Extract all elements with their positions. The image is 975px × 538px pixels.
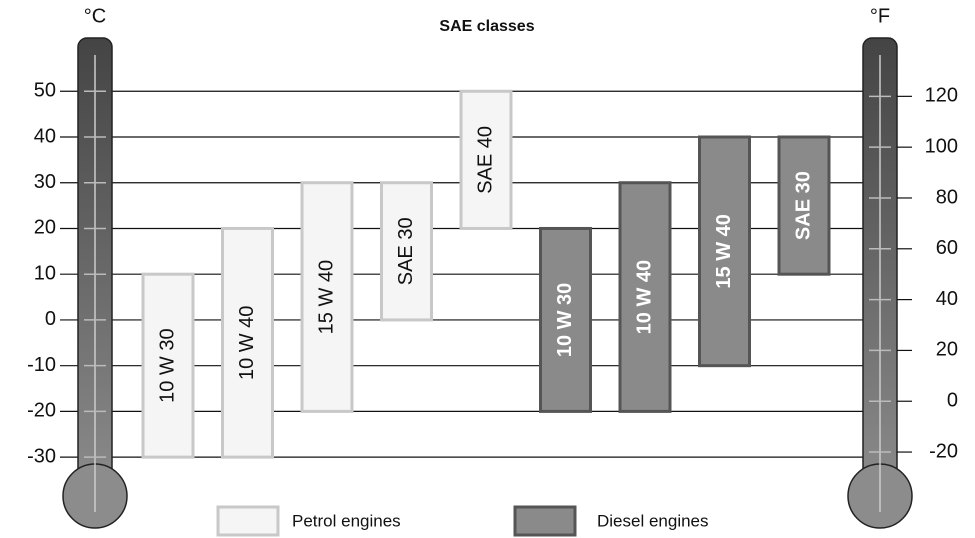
bar-label: SAE 30 — [792, 171, 814, 240]
y-tick-label: -10 — [27, 354, 56, 376]
y2-tick-label: 20 — [936, 339, 958, 361]
y2-tick-label: 100 — [925, 135, 958, 157]
bar-label: 10 W 30 — [156, 328, 178, 402]
range-bar — [141, 272, 195, 459]
y-tick-label: -20 — [27, 400, 56, 422]
y-tick-label: -30 — [27, 445, 56, 467]
y2-axis-label: °F — [870, 5, 890, 27]
y2-tick-label: 60 — [936, 237, 958, 259]
y2-tick-label: -20 — [929, 440, 958, 462]
y-tick-label: 20 — [34, 217, 56, 239]
range-bar — [618, 181, 672, 413]
bar-label: 10 W 30 — [554, 283, 576, 357]
legend-label: Petrol engines — [292, 511, 401, 530]
range-bar — [539, 226, 592, 413]
y-tick-label: 10 — [34, 262, 56, 284]
bar-label: 15 W 40 — [713, 214, 735, 288]
y2-tick-label: 40 — [936, 288, 958, 310]
y-tick-label: 30 — [34, 171, 56, 193]
y2-tick-label: 80 — [936, 186, 958, 208]
y-axis-label: °C — [84, 5, 106, 27]
range-bar — [777, 135, 831, 276]
y-tick-label: 0 — [45, 308, 56, 330]
legend-label: Diesel engines — [597, 511, 709, 530]
y-tick-label: 50 — [34, 80, 56, 102]
range-bar — [459, 89, 513, 230]
chart-title: SAE classes — [439, 18, 534, 35]
bar-label: SAE 30 — [395, 217, 417, 285]
legend-swatch — [216, 505, 280, 537]
y-tick-label: 40 — [34, 125, 56, 147]
bar-label: SAE 40 — [474, 126, 496, 194]
y2-tick-label: 0 — [947, 390, 958, 412]
bar-label: 10 W 40 — [633, 260, 655, 334]
y2-tick-label: 120 — [925, 85, 958, 107]
bar-label: 15 W 40 — [315, 260, 337, 334]
range-bar — [221, 226, 274, 459]
thermometers — [62, 37, 913, 529]
range-bar — [698, 135, 751, 368]
legend-swatch — [513, 505, 577, 537]
range-bar — [380, 181, 433, 322]
bar-label: 10 W 40 — [236, 306, 258, 380]
range-bar — [300, 181, 354, 413]
